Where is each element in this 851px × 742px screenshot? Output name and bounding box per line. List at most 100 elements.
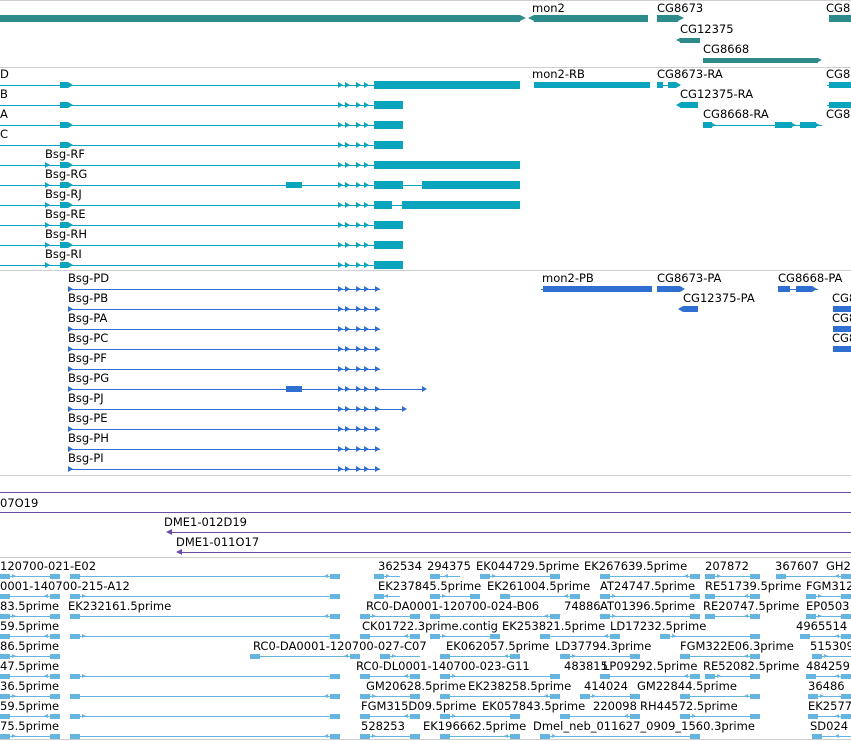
est-block[interactable] [330, 573, 340, 579]
protein-block[interactable] [543, 286, 652, 292]
gene-cg8668[interactable] [703, 57, 818, 63]
est-block[interactable] [0, 633, 10, 639]
est-block[interactable] [410, 633, 420, 639]
est-block[interactable] [550, 693, 560, 699]
est-block[interactable] [841, 713, 851, 719]
est-block[interactable] [841, 693, 851, 699]
est-block[interactable] [550, 613, 560, 619]
exon-block[interactable] [683, 306, 698, 312]
est-block[interactable] [50, 573, 60, 579]
gene-mon2[interactable] [534, 14, 648, 22]
est-block[interactable] [410, 693, 420, 699]
est-block[interactable] [630, 713, 640, 719]
est-block[interactable] [374, 573, 384, 579]
est-block[interactable] [410, 713, 420, 719]
est-block[interactable] [50, 713, 60, 719]
est-block[interactable] [705, 573, 715, 579]
transcript-exon[interactable] [60, 222, 68, 228]
est-block[interactable] [50, 693, 60, 699]
est-block[interactable] [600, 593, 610, 599]
est-block[interactable] [70, 593, 80, 599]
exon-block[interactable] [775, 122, 792, 128]
est-block[interactable] [50, 593, 60, 599]
transcript-exon[interactable] [374, 141, 403, 149]
protein-block[interactable] [286, 386, 302, 392]
est-block[interactable] [70, 613, 80, 619]
est-block[interactable] [705, 673, 715, 679]
est-block[interactable] [330, 613, 340, 619]
exon-block[interactable] [778, 286, 790, 292]
est-block[interactable] [70, 713, 80, 719]
est-block[interactable] [50, 613, 60, 619]
est-block[interactable] [70, 633, 80, 639]
exon-block[interactable] [657, 82, 663, 88]
gene-cg8673[interactable] [657, 14, 678, 22]
transcript-exon[interactable] [374, 101, 403, 109]
est-block[interactable] [690, 733, 700, 739]
est-block[interactable] [841, 573, 851, 579]
est-block[interactable] [600, 613, 610, 619]
est-block[interactable] [0, 613, 10, 619]
est-block[interactable] [440, 653, 450, 659]
est-block[interactable] [70, 573, 80, 579]
est-block[interactable] [750, 673, 760, 679]
transcript-exon[interactable] [60, 82, 68, 88]
est-block[interactable] [750, 693, 760, 699]
est-block[interactable] [806, 613, 816, 619]
est-block[interactable] [360, 633, 370, 639]
est-block[interactable] [540, 733, 550, 739]
est-block[interactable] [510, 653, 520, 659]
est-block[interactable] [0, 733, 10, 739]
transcript-exon[interactable] [374, 81, 520, 89]
exon-block[interactable] [833, 326, 851, 332]
transcript-exon[interactable] [60, 102, 68, 108]
est-block[interactable] [806, 593, 816, 599]
est-block[interactable] [690, 573, 700, 579]
transcript-exon[interactable] [60, 262, 68, 268]
gene-cg8[interactable] [829, 14, 851, 22]
est-block[interactable] [0, 573, 10, 579]
transcript-exon[interactable] [374, 121, 403, 129]
est-block[interactable] [50, 633, 60, 639]
est-block[interactable] [360, 613, 370, 619]
est-block[interactable] [440, 713, 450, 719]
est-block[interactable] [0, 653, 10, 659]
est-block[interactable] [690, 673, 700, 679]
est-block[interactable] [330, 593, 340, 599]
est-block[interactable] [440, 693, 450, 699]
transcript-exon[interactable] [60, 142, 68, 148]
exon-block[interactable] [833, 306, 851, 312]
est-block[interactable] [0, 693, 10, 699]
exon-block[interactable] [829, 102, 851, 108]
est-block[interactable] [550, 673, 560, 679]
est-block[interactable] [808, 713, 818, 719]
est-block[interactable] [70, 673, 80, 679]
exon-block[interactable] [681, 102, 698, 108]
transcript-exon[interactable] [422, 181, 520, 189]
est-block[interactable] [0, 593, 10, 599]
est-block[interactable] [360, 713, 370, 719]
est-block[interactable] [500, 593, 510, 599]
est-block[interactable] [680, 713, 690, 719]
transcript-exon[interactable] [60, 162, 68, 168]
est-block[interactable] [330, 713, 340, 719]
est-block[interactable] [360, 673, 370, 679]
est-block[interactable] [50, 733, 60, 739]
est-block[interactable] [776, 573, 786, 579]
est-block[interactable] [750, 593, 760, 599]
exon-block[interactable] [657, 286, 680, 292]
est-block[interactable] [410, 733, 420, 739]
transcript-exon[interactable] [374, 221, 403, 229]
transcript-exon[interactable] [60, 182, 68, 188]
est-block[interactable] [750, 713, 760, 719]
exon-block[interactable] [796, 286, 812, 292]
est-block[interactable] [812, 653, 822, 659]
est-block[interactable] [540, 633, 550, 639]
est-block[interactable] [600, 673, 610, 679]
exon-block[interactable] [800, 122, 816, 128]
est-block[interactable] [600, 573, 610, 579]
transcript-exon[interactable] [374, 261, 403, 269]
est-block[interactable] [330, 673, 340, 679]
est-block[interactable] [812, 733, 822, 739]
gene-bsg[interactable] [0, 14, 520, 22]
